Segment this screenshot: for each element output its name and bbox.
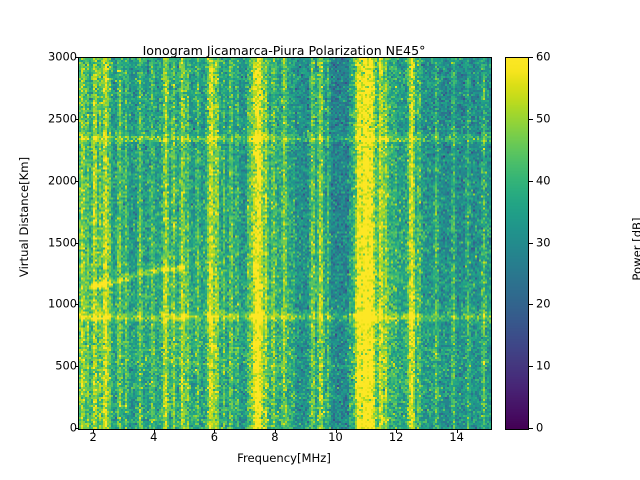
heatmap-plot-area [78, 57, 492, 430]
colorbar-tick-label: 0 [536, 420, 544, 435]
x-tick-mark [396, 429, 398, 433]
x-axis-label: Frequency[MHz] [237, 451, 331, 465]
y-tick-label: 2000 [48, 172, 77, 187]
x-tick-label: 6 [210, 430, 218, 444]
x-tick-label: 4 [150, 430, 158, 444]
colorbar-tick-mark [529, 57, 533, 58]
y-tick-mark [74, 57, 78, 58]
colorbar-tick-label: 20 [536, 296, 551, 311]
colorbar-tick-label: 60 [536, 49, 551, 64]
y-axis-label: Virtual Distance[Km] [17, 156, 31, 278]
y-tick-label: 0 [69, 420, 77, 435]
title-line-1: Ionogram Jicamarca-Piura Polarization NE… [142, 43, 426, 58]
y-tick-mark [74, 428, 78, 429]
y-tick-mark [74, 118, 78, 120]
y-tick-mark [74, 366, 78, 368]
colorbar-label: Power [dB] [630, 217, 640, 281]
y-tick-label: 500 [55, 358, 77, 373]
y-tick-mark [74, 180, 78, 182]
x-tick-mark [214, 429, 216, 433]
colorbar-tick-label: 40 [536, 172, 551, 187]
y-tick-label: 3000 [48, 49, 77, 64]
colorbar-tick-mark [529, 180, 533, 182]
colorbar-tick-label: 10 [536, 358, 551, 373]
x-tick-mark [93, 429, 95, 433]
colorbar-tick-mark [529, 118, 533, 120]
colorbar-tick-label: 50 [536, 111, 551, 126]
y-tick-mark [74, 242, 78, 244]
colorbar-tick-label: 30 [536, 234, 551, 249]
colorbar-tick-mark [529, 366, 533, 368]
x-tick-label: 12 [388, 430, 404, 444]
x-tick-label: 10 [328, 430, 343, 444]
colorbar-tick-mark [529, 428, 533, 429]
colorbar-gradient [506, 58, 528, 429]
colorbar [505, 57, 529, 430]
x-tick-label: 14 [449, 430, 464, 444]
colorbar-tick-mark [529, 304, 533, 306]
x-tick-mark [335, 429, 337, 433]
x-tick-label: 8 [271, 430, 279, 444]
y-tick-mark [74, 304, 78, 306]
x-tick-label: 2 [89, 430, 97, 444]
y-tick-label: 1500 [48, 234, 77, 249]
x-tick-mark [153, 429, 155, 433]
x-tick-mark [274, 429, 276, 433]
y-tick-label: 1000 [48, 296, 77, 311]
y-tick-label: 2500 [48, 111, 77, 126]
ionogram-heatmap [79, 58, 491, 429]
colorbar-tick-mark [529, 242, 533, 244]
x-tick-mark [456, 429, 458, 433]
